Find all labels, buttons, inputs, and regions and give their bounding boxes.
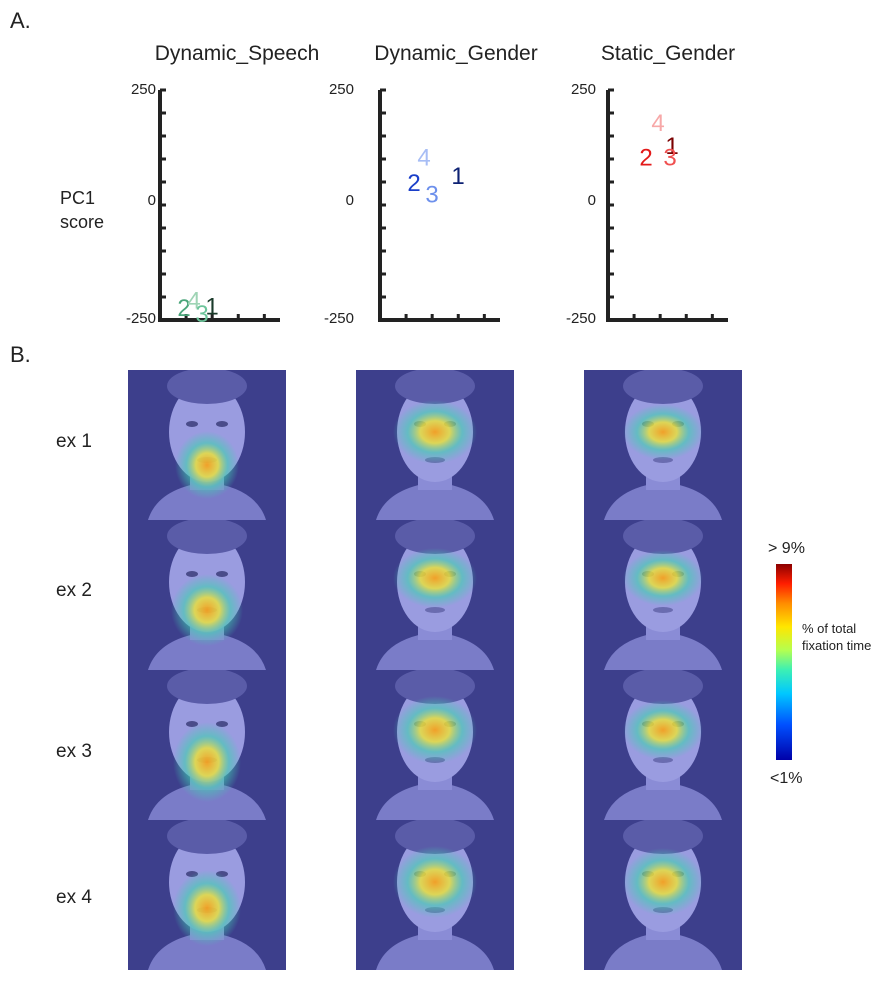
chart-title-static-gender: Static_Gender [548, 42, 788, 66]
y-axis-label: PC1 score [60, 186, 104, 234]
scatter-plot-dynamic-speech: 24 13 [150, 80, 280, 330]
face-heatmap-image [356, 670, 514, 820]
y-axis-label-line2: score [60, 210, 104, 234]
face-heatmap-image [356, 520, 514, 670]
data-point-label: 2 [407, 170, 420, 197]
ytick-0-chart2: 0 [314, 192, 354, 209]
data-point-label: 4 [417, 145, 430, 172]
row-label-ex1: ex 1 [56, 431, 92, 453]
colorbar-min-label: <1% [770, 770, 802, 788]
y-axis-label-line1: PC1 [60, 186, 104, 210]
colorbar-title: % of total fixation time [802, 620, 871, 654]
scatter-plot-dynamic-gender: 42 13 [370, 80, 500, 330]
data-point-label: 2 [639, 145, 652, 172]
scatter-plot-static-gender: 412 3 [598, 80, 728, 330]
data-point-label: 3 [425, 182, 438, 209]
face-heatmap-image [128, 670, 286, 820]
colorbar-title-line2: fixation time [802, 637, 871, 654]
row-label-ex3: ex 3 [56, 741, 92, 763]
ytick-0-chart3: 0 [556, 192, 596, 209]
face-heatmap-image [128, 370, 286, 520]
panel-label-b: B. [10, 342, 31, 368]
colorbar-title-line1: % of total [802, 620, 871, 637]
data-point-label: 1 [451, 163, 464, 190]
data-point-label: 4 [651, 110, 664, 137]
data-point-label: 3 [195, 301, 208, 328]
data-point-label: 3 [663, 145, 676, 172]
face-heatmap-image [356, 370, 514, 520]
face-heatmap-image [584, 370, 742, 520]
row-label-ex2: ex 2 [56, 580, 92, 602]
panel-label-a: A. [10, 8, 31, 34]
chart-title-dynamic-gender: Dynamic_Gender [336, 42, 576, 66]
face-heatmap-image [356, 820, 514, 970]
face-heatmap-image [584, 670, 742, 820]
ytick-250-chart2: 250 [314, 81, 354, 98]
chart-title-dynamic-speech: Dynamic_Speech [117, 42, 357, 66]
face-heatmap-image [128, 820, 286, 970]
face-heatmap-image [584, 820, 742, 970]
ytick-minus250-chart3: -250 [556, 310, 596, 327]
row-label-ex4: ex 4 [56, 887, 92, 909]
face-heatmap-image [584, 520, 742, 670]
face-heatmap-image [128, 520, 286, 670]
colorbar-max-label: > 9% [768, 540, 805, 558]
ytick-minus250-chart2: -250 [314, 310, 354, 327]
ytick-250-chart3: 250 [556, 81, 596, 98]
colorbar [776, 564, 792, 760]
